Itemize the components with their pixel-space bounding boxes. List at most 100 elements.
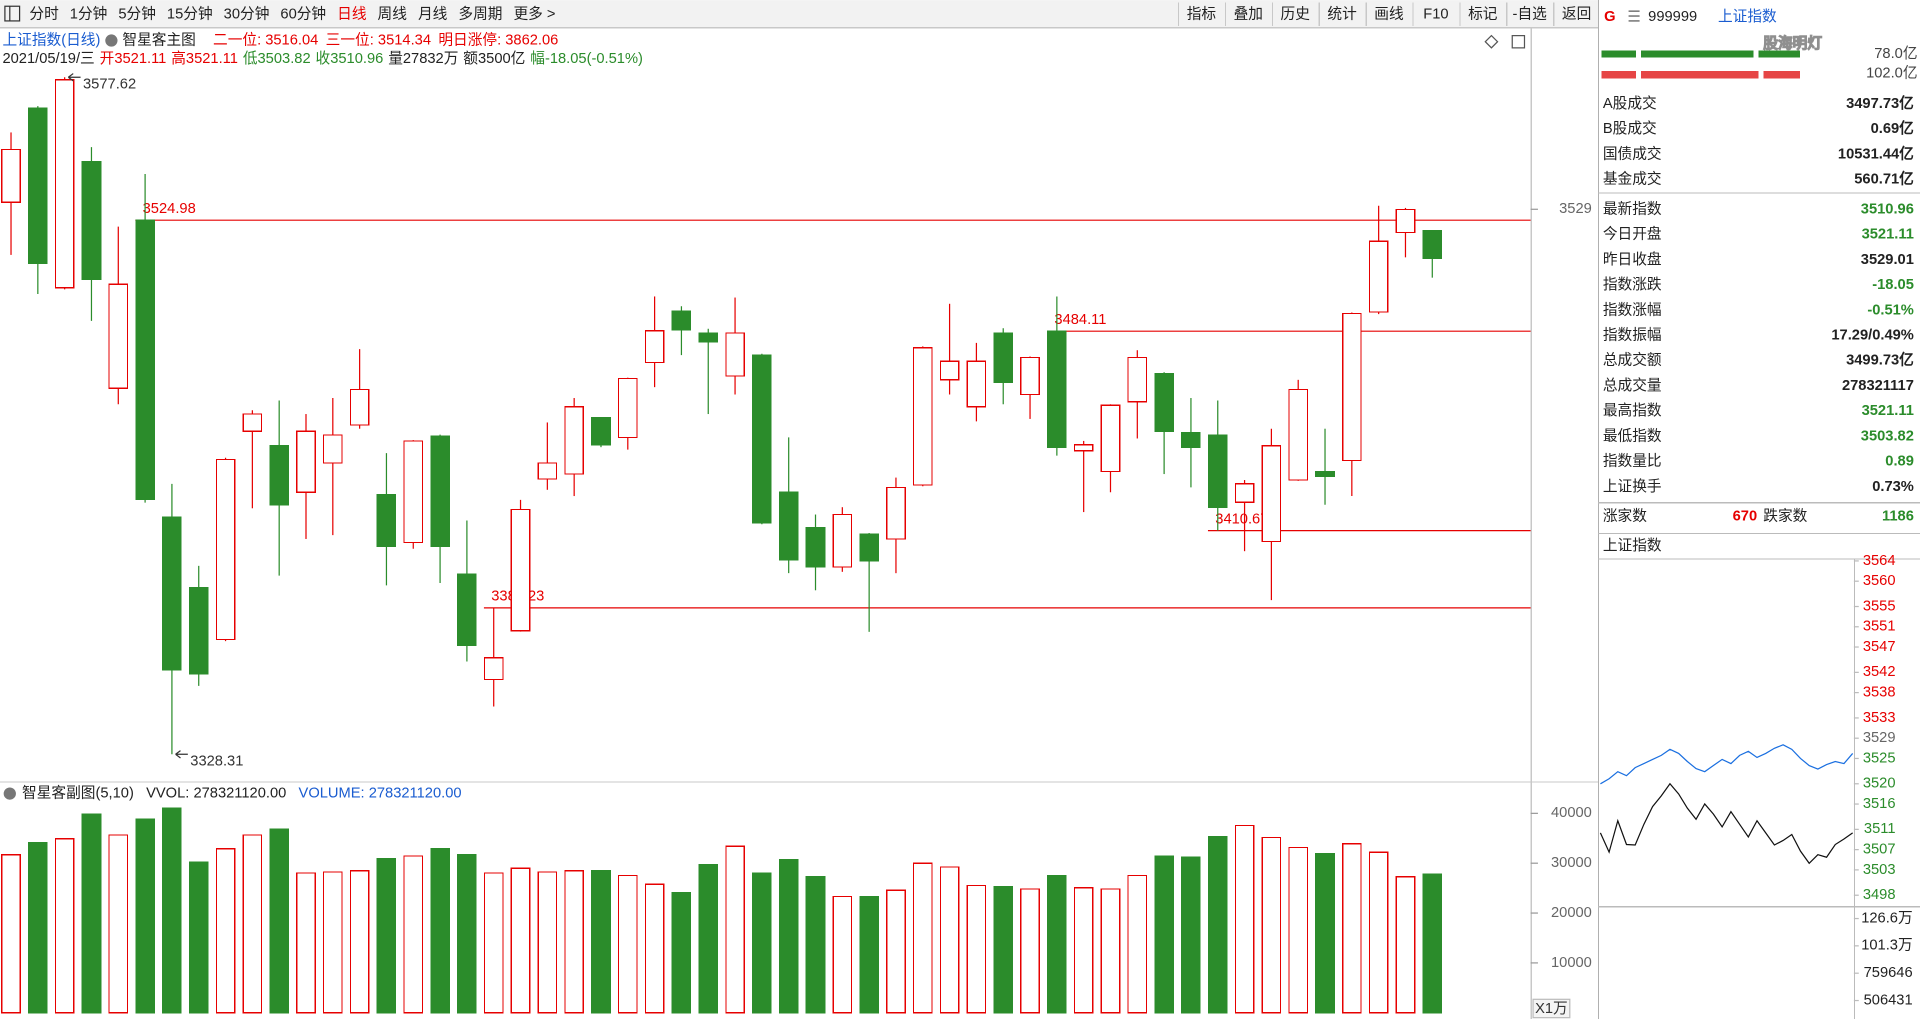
candle-body — [805, 527, 826, 568]
stock-code: 999999 — [1648, 9, 1697, 25]
candle-body — [457, 573, 477, 647]
y-tick-label: 3533 — [1863, 710, 1896, 726]
volume-bar — [1, 854, 21, 1014]
volume-bar — [1422, 873, 1443, 1014]
toolbar-tab[interactable]: 周线 — [378, 6, 408, 23]
candle-body — [1395, 208, 1416, 234]
volume-bar — [269, 828, 289, 1014]
volume-bar — [1127, 874, 1148, 1014]
stat-label: 最低指数 — [1603, 427, 1662, 444]
volume-bar — [939, 866, 960, 1014]
breadth-bar — [1640, 71, 1759, 79]
candle-body — [81, 161, 102, 280]
breadth-bar — [1758, 50, 1800, 58]
volume-bar — [671, 892, 692, 1014]
candle-body — [537, 462, 558, 480]
toolbar-tab[interactable]: 1分钟 — [70, 6, 108, 23]
toolbar-button[interactable]: 指标 — [1187, 6, 1217, 23]
list-icon[interactable] — [1628, 10, 1640, 22]
volume-bar — [1100, 888, 1121, 1014]
candle-body — [859, 533, 879, 562]
stat-value: 3521.11 — [1862, 227, 1914, 243]
candle-body — [618, 377, 638, 439]
toolbar-tab[interactable]: 多周期 — [458, 6, 502, 23]
extreme-arrow — [67, 73, 81, 82]
volume-bar — [81, 813, 102, 1014]
volume-bar — [1181, 856, 1201, 1014]
stock-name: 上证指数 — [1718, 8, 1777, 25]
candle-body — [698, 332, 719, 343]
toolbar-tab[interactable]: 更多 > — [513, 6, 555, 23]
volume-bar — [242, 834, 263, 1014]
stat-label: 指数涨跌 — [1603, 276, 1662, 293]
stat-label: 上证换手 — [1603, 478, 1662, 495]
candle-body — [1368, 240, 1389, 313]
extreme-label: 3577.62 — [83, 76, 136, 92]
y2-tick-label: 126.6万 — [1861, 910, 1912, 926]
volume-bar — [564, 870, 584, 1014]
stat-label: 国债成交 — [1603, 144, 1662, 162]
stat-value: 3503.82 — [1861, 428, 1914, 444]
stat-label: 今日开盘 — [1603, 225, 1662, 243]
stat-label: A股成交 — [1603, 94, 1657, 112]
candle-body — [215, 458, 236, 641]
stat-value: 3510.96 — [1861, 201, 1914, 217]
toolbar-button[interactable]: 统计 — [1327, 6, 1357, 23]
candle-body — [1261, 445, 1282, 543]
y-tick-label: 3542 — [1863, 664, 1896, 680]
toolbar-button[interactable]: 叠加 — [1234, 6, 1263, 23]
candle-body — [323, 434, 343, 464]
quote-field: 幅-18.05(-0.51%) — [530, 50, 643, 67]
menu-icon-frame — [4, 5, 21, 22]
intraday-line — [1599, 782, 1854, 865]
intraday-line — [1600, 744, 1854, 785]
toolbar-button[interactable]: 标记 — [1468, 6, 1498, 23]
toolbar-button[interactable]: -自选 — [1513, 6, 1548, 23]
toolbar-tab[interactable]: 15分钟 — [167, 6, 213, 23]
volume-bar — [1207, 835, 1228, 1014]
volume-bar — [698, 863, 719, 1014]
toolbar-button[interactable]: 返回 — [1562, 6, 1591, 23]
candle-body — [1154, 372, 1174, 432]
volume-bar — [54, 838, 75, 1014]
y-tick-label: 3560 — [1863, 573, 1896, 589]
volume-bar — [376, 857, 397, 1014]
diamond-icon[interactable] — [1484, 34, 1499, 49]
box-icon[interactable] — [1511, 35, 1526, 49]
toolbar-tab[interactable]: 分时 — [29, 6, 59, 23]
candle-body — [376, 494, 397, 547]
candle-body — [54, 79, 75, 289]
settings-icon[interactable] — [105, 34, 118, 47]
toolbar-background — [0, 0, 1598, 28]
breadth-label: 跌家数 — [1763, 508, 1807, 525]
toolbar-button[interactable]: 历史 — [1281, 6, 1311, 23]
y2-tick-label: 759646 — [1864, 965, 1913, 981]
level-label: 3524.98 — [143, 201, 196, 217]
y-tick-label: 10000 — [1551, 955, 1592, 971]
toolbar-tab[interactable]: 日线 — [337, 6, 367, 23]
breadth-label: 涨家数 — [1603, 508, 1647, 525]
toolbar-tab[interactable]: 月线 — [418, 6, 448, 23]
extreme-label: 3328.31 — [190, 754, 243, 770]
breadth-bar — [1640, 50, 1754, 58]
menu-icon[interactable] — [4, 5, 21, 22]
candle-body — [1, 148, 21, 203]
candle-body — [188, 587, 209, 675]
quote-field: 量27832万 — [388, 51, 458, 67]
toolbar-button[interactable]: F10 — [1423, 7, 1448, 23]
quote-field: 低3503.82 — [243, 50, 311, 67]
bar-label: 78.0亿 — [1874, 45, 1917, 62]
chart-title: 上证指数(日线) — [2, 31, 100, 48]
stat-value: -0.51% — [1867, 302, 1914, 318]
toolbar-button[interactable]: 画线 — [1374, 6, 1404, 23]
toolbar-tab[interactable]: 30分钟 — [224, 6, 270, 23]
toolbar-tab[interactable]: 5分钟 — [118, 6, 156, 23]
volume-bar — [1020, 888, 1040, 1014]
toolbar-tab[interactable]: 60分钟 — [280, 6, 326, 23]
y-tick-label: 3503 — [1863, 862, 1896, 878]
volume-bar — [510, 867, 531, 1014]
level-label: 3410.67 — [1215, 511, 1268, 527]
volume-bar — [805, 876, 826, 1014]
breadth-bar — [1601, 71, 1636, 79]
settings-icon[interactable] — [3, 787, 16, 800]
